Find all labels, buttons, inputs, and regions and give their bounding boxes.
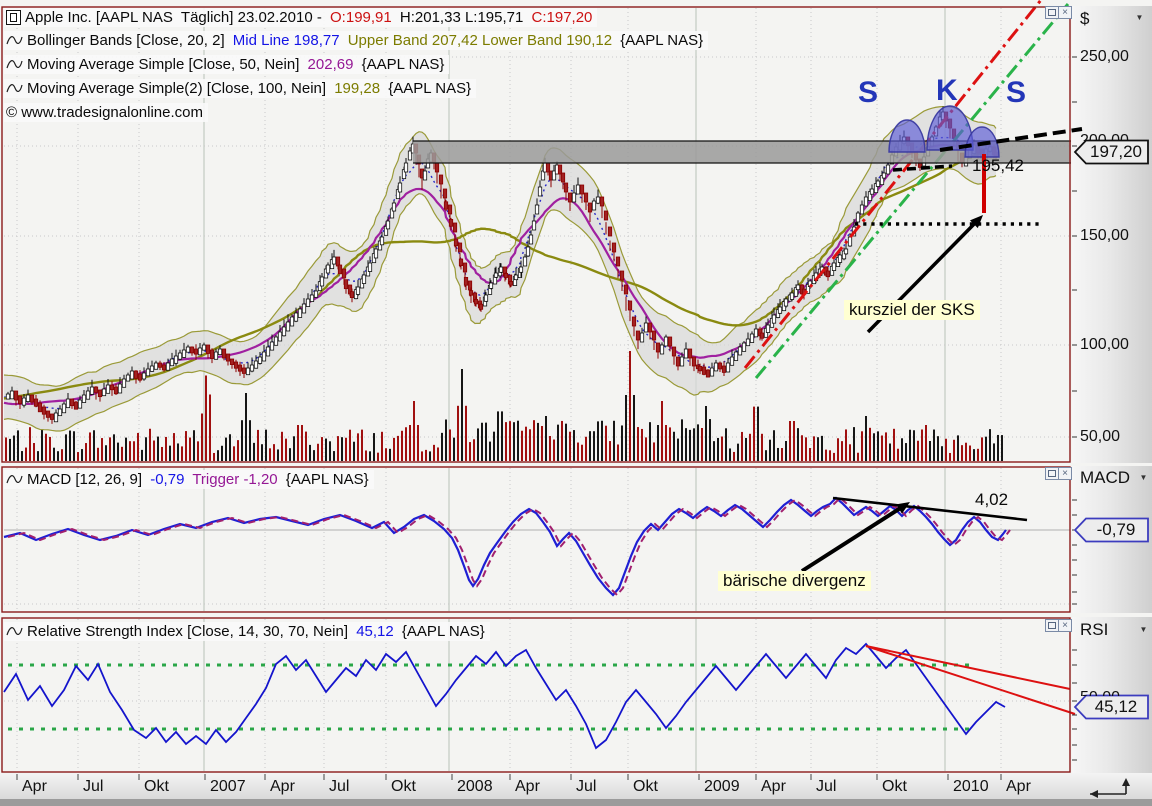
sks-right-shoulder-letter: S — [1006, 76, 1027, 109]
divergence-label: bärische divergenz — [718, 571, 871, 591]
neckline-value-label: 195,42 — [972, 156, 1024, 175]
instrument-title: Apple Inc. [AAPL NAS Täglich] 23.02.2010… — [25, 9, 327, 26]
macd-tag[interactable]: -0,79 — [1096, 520, 1136, 539]
price-label-200-clipped: 200,00 — [1080, 132, 1129, 141]
time-label-year: 2010 — [953, 778, 989, 795]
bollinger-label: Bollinger Bands [Close, 20, 2] — [27, 32, 229, 49]
time-label-year: 2009 — [704, 778, 740, 795]
main-panel-close-icon[interactable]: × — [1058, 6, 1072, 19]
sma100-value: 199,28 — [334, 80, 381, 97]
price-axis-area[interactable] — [1072, 6, 1152, 463]
macd-axis-dropdown[interactable]: ▼ — [1139, 473, 1148, 482]
copyright-line: © www.tradesignalonline.com — [4, 103, 208, 122]
macd-panel-maximize-icon[interactable] — [1045, 467, 1059, 480]
rsi-panel-close-icon[interactable]: × — [1058, 619, 1072, 632]
rsi-tag[interactable]: 45,12 — [1094, 697, 1138, 716]
time-label: Okt — [882, 778, 907, 795]
time-label-year: 2008 — [457, 778, 493, 795]
price-label-150: 150,00 — [1080, 227, 1129, 244]
sma50-value: 202,69 — [307, 56, 354, 73]
time-label: Jul — [816, 778, 837, 795]
time-label: Okt — [391, 778, 416, 795]
rsi-value: 45,12 — [356, 623, 394, 640]
indicator-wave-icon — [6, 36, 23, 45]
rsi-label: Relative Strength Index [Close, 14, 30, … — [27, 623, 353, 640]
macd-symbol: {AAPL NAS} — [281, 471, 369, 488]
rsi-symbol: {AAPL NAS} — [397, 623, 485, 640]
close-value: C:197,20 — [531, 9, 593, 26]
legend-line-instrument: Apple Inc. [AAPL NAS Täglich] 23.02.2010… — [4, 8, 598, 27]
macd-axis-title: MACD — [1080, 468, 1131, 487]
time-label-year: 2007 — [210, 778, 246, 795]
chart-type-icon[interactable] — [6, 10, 21, 25]
macd-peak-label: 4,02 — [975, 490, 1009, 509]
rsi-axis-dropdown[interactable]: ▼ — [1139, 625, 1148, 634]
sks-head-letter: K — [936, 74, 958, 107]
indicator-wave-icon — [6, 60, 23, 69]
sks-left-shoulder-letter: S — [858, 76, 879, 109]
price-label-100: 100,00 — [1080, 336, 1129, 353]
copyright-text: © www.tradesignalonline.com — [6, 104, 203, 121]
time-label: Apr — [22, 778, 47, 795]
macd-legend-line: MACD [12, 26, 9] -0,79 Trigger -1,20 {AA… — [4, 470, 374, 489]
time-label: Apr — [1006, 778, 1031, 795]
price-tag[interactable]: 197,20 — [1090, 142, 1142, 161]
rsi-axis-title: RSI — [1080, 620, 1109, 639]
indicator-wave-icon — [6, 84, 23, 93]
time-label: Jul — [83, 778, 104, 795]
rsi-legend-line: Relative Strength Index [Close, 14, 30, … — [4, 622, 490, 641]
price-label-250: 250,00 — [1080, 48, 1129, 65]
macd-value: -0,79 — [150, 471, 185, 488]
legend-line-sma100: Moving Average Simple(2) [Close, 100, Ne… — [4, 79, 477, 98]
sma50-label: Moving Average Simple [Close, 50, Nein] — [27, 56, 304, 73]
indicator-wave-icon — [6, 475, 23, 484]
rsi-label-50-clipped: 50,00 — [1072, 689, 1150, 696]
high-low-values: H:201,33 L:195,71 — [395, 9, 528, 26]
price-label-50: 50,00 — [1080, 428, 1121, 445]
time-axis-area[interactable] — [0, 773, 1152, 799]
indicator-wave-icon — [6, 627, 23, 636]
bollinger-symbol: {AAPL NAS} — [616, 32, 704, 49]
macd-trigger-value: Trigger -1,20 — [188, 471, 278, 488]
time-label: Okt — [633, 778, 658, 795]
sma100-symbol: {AAPL NAS} — [384, 80, 472, 97]
bollinger-band-values: Upper Band 207,42 Lower Band 190,12 — [343, 32, 613, 49]
legend-line-sma50: Moving Average Simple [Close, 50, Nein] … — [4, 55, 450, 74]
macd-panel-close-icon[interactable]: × — [1058, 467, 1072, 480]
rsi-panel-maximize-icon[interactable] — [1045, 619, 1059, 632]
macd-label: MACD [12, 26, 9] — [27, 471, 147, 488]
main-panel-maximize-icon[interactable] — [1045, 6, 1059, 19]
price-axis-dropdown[interactable]: ▼ — [1135, 13, 1144, 22]
bollinger-mid-value: Mid Line 198,77 — [232, 32, 340, 49]
sma100-label: Moving Average Simple(2) [Close, 100, Ne… — [27, 80, 331, 97]
open-value: O:199,91 — [330, 9, 392, 26]
time-label: Jul — [576, 778, 597, 795]
time-label: Apr — [515, 778, 540, 795]
kursziel-label: kursziel der SKS — [844, 300, 980, 320]
time-label: Apr — [761, 778, 786, 795]
legend-line-bollinger: Bollinger Bands [Close, 20, 2] Mid Line … — [4, 31, 709, 50]
sma50-symbol: {AAPL NAS} — [357, 56, 445, 73]
time-label: Okt — [144, 778, 169, 795]
window-bottom-bar — [0, 799, 1152, 806]
price-axis-unit: $ — [1080, 9, 1090, 28]
time-label: Apr — [270, 778, 295, 795]
time-label: Jul — [329, 778, 350, 795]
